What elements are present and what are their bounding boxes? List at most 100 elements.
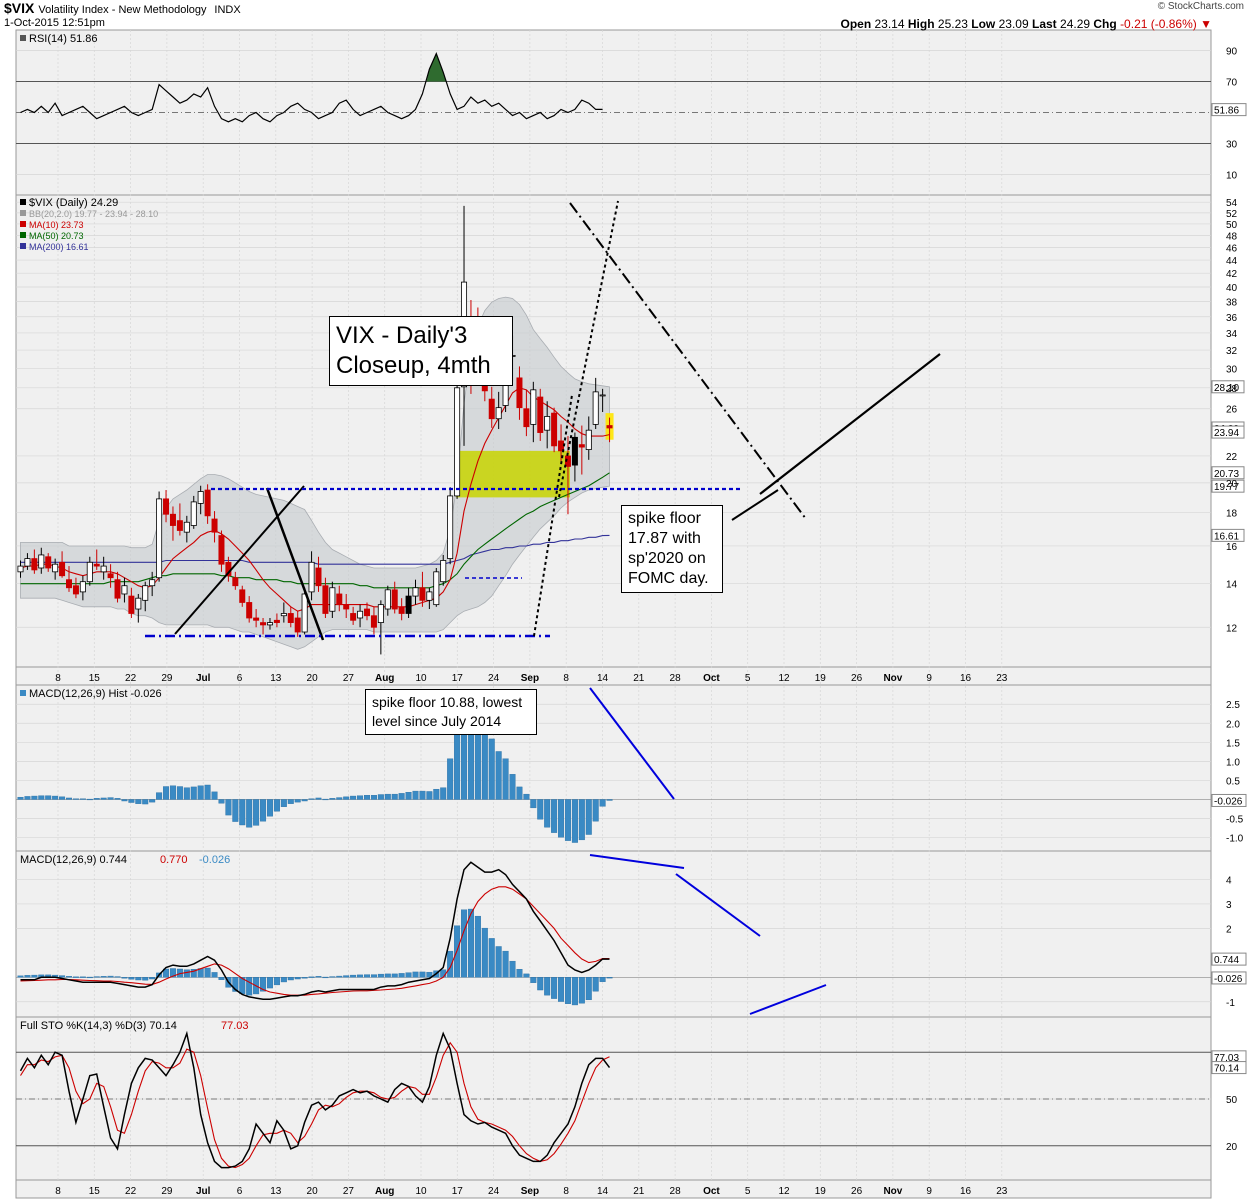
macd-hist-bar: [149, 977, 156, 980]
macd-hist-bar: [114, 976, 121, 978]
x-tick-label: 14: [597, 673, 609, 684]
macd-legend-text: MACD(12,26,9) 0.744: [20, 854, 127, 866]
candle: [350, 613, 357, 621]
hist-bar: [537, 799, 544, 820]
candle: [384, 589, 391, 610]
hist-bar: [86, 798, 93, 801]
macd-hist-bar: [211, 972, 218, 978]
hist-bar: [218, 799, 225, 804]
symbol-description: Volatility Index - New Methodology: [38, 4, 207, 16]
candle: [253, 617, 260, 621]
x-tick-label: 26: [851, 673, 863, 684]
macd-hist-bar: [266, 977, 273, 989]
candle: [488, 398, 495, 420]
macd-hist-bar: [447, 950, 454, 978]
x-tick-label-bottom: 8: [55, 1186, 61, 1197]
candle: [329, 587, 336, 612]
x-tick-label: 10: [415, 673, 427, 684]
x-tick-label: 29: [161, 673, 173, 684]
candle: [308, 561, 315, 593]
macd-y-tick: 2: [1226, 924, 1232, 935]
sto-legend-text: Full STO %K(14,3) %D(3) 70.14: [20, 1020, 177, 1032]
price-value-label: 16.61: [1214, 531, 1239, 542]
candle: [273, 619, 280, 623]
candle: [59, 561, 66, 577]
candle: [280, 613, 287, 617]
macd-hist-bar: [377, 973, 384, 978]
hist-bar: [142, 799, 149, 805]
price-y-tick: 44: [1226, 256, 1238, 267]
hist-legend-swatch: [20, 690, 26, 696]
price-legend-swatch: [20, 243, 26, 249]
hist-bar: [571, 799, 578, 843]
last-value: 24.29: [1060, 17, 1091, 31]
price-legend-text: MA(200) 16.61: [29, 242, 89, 252]
rsi-legend-text: RSI(14) 51.86: [29, 33, 97, 45]
hist-bar: [544, 799, 551, 828]
macd-signal-line: [20, 886, 610, 996]
x-tick-label: 6: [237, 673, 243, 684]
macd-hist-bar: [183, 969, 190, 978]
candle: [516, 377, 523, 409]
macd-hist-bar: [273, 977, 280, 986]
macd-hist-bar: [502, 950, 509, 978]
price-y-tick: 34: [1226, 329, 1238, 340]
hist-bar: [488, 738, 495, 800]
hist-bar: [100, 797, 107, 800]
hist-bar: [72, 798, 79, 800]
macd-hist-bar: [551, 977, 558, 999]
candle: [93, 563, 100, 567]
hist-bar: [509, 774, 516, 800]
rsi-value-label: 51.86: [1214, 106, 1239, 117]
macd-hist-bar: [398, 973, 405, 978]
macd-hist-bar: [86, 976, 93, 979]
x-tick-label: 8: [563, 673, 569, 684]
hist-bar: [204, 784, 211, 800]
macd-y-tick: 3: [1226, 900, 1232, 911]
macd-hist-bar: [246, 977, 253, 996]
ohlc-summary: Open 23.14 High 25.23 Low 23.09 Last 24.…: [840, 17, 1212, 31]
x-tick-label: 28: [670, 673, 682, 684]
macd-hist-bar: [287, 977, 294, 981]
price-y-tick: 36: [1226, 313, 1238, 324]
last-label: Last: [1031, 17, 1057, 31]
macd-hist-bar: [121, 977, 128, 979]
macd-hist-bar: [79, 976, 86, 978]
price-y-tick: 54: [1226, 198, 1238, 209]
macd-hist-bar: [280, 977, 287, 983]
high-value: 25.23: [937, 17, 968, 31]
price-legend-swatch: [20, 221, 26, 227]
price-y-tick: 18: [1226, 509, 1238, 520]
candle: [266, 622, 273, 626]
price-y-tick: 50: [1226, 220, 1238, 231]
candle: [239, 589, 246, 603]
macd-hist-bar: [294, 977, 301, 980]
candle: [163, 498, 170, 515]
macd-hist-bar: [412, 971, 419, 978]
macd-hist-bar: [384, 973, 391, 978]
macd-hist-bar: [218, 977, 225, 980]
candle: [419, 587, 426, 601]
sto-k-line: [19, 1030, 611, 1169]
hist-bar: [578, 799, 585, 841]
macd-hist-bar: [17, 975, 24, 978]
price-value-label: 23.94: [1214, 428, 1239, 439]
macd-hist-bar: [260, 977, 267, 992]
open-value: 23.14: [874, 17, 905, 31]
hist-bar: [523, 793, 530, 800]
hist-bar: [391, 793, 398, 800]
candle: [433, 571, 440, 606]
hist-bar: [294, 799, 301, 803]
x-tick-label-bottom: 17: [452, 1186, 464, 1197]
x-tick-label-bottom: 9: [926, 1186, 932, 1197]
candle: [315, 567, 322, 587]
macd-hist-bar: [599, 977, 606, 982]
x-tick-label-bottom: 19: [815, 1186, 827, 1197]
x-tick-label: 13: [270, 673, 282, 684]
price-value-label: 28.10: [1214, 383, 1239, 394]
macd-hist-bar: [107, 975, 114, 978]
hist-bar: [232, 799, 239, 822]
candle: [544, 416, 551, 431]
macd-legend-signal: 0.770: [160, 854, 188, 866]
price-value-box: [1211, 425, 1245, 439]
